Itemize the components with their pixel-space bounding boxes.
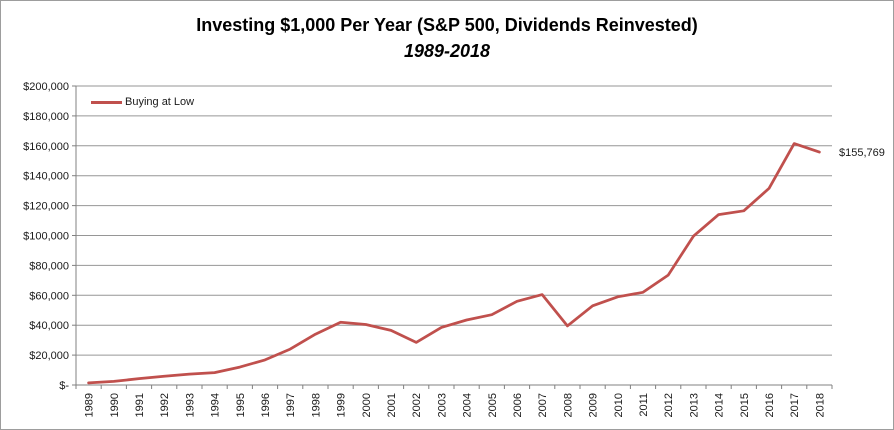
x-axis-label: 2017 xyxy=(789,393,801,417)
x-axis-label: 2000 xyxy=(361,393,373,417)
x-axis-label: 2011 xyxy=(638,393,650,417)
y-axis-label: $180,000 xyxy=(23,111,69,123)
series-line-buying-at-low[interactable] xyxy=(87,142,821,385)
y-axis-label: $100,000 xyxy=(23,231,69,243)
data-label-final-value: $155,769 xyxy=(839,147,885,159)
legend-label: Buying at Low xyxy=(125,96,195,108)
x-axis-label: 1999 xyxy=(336,393,348,417)
legend[interactable]: Buying at Low xyxy=(91,95,194,109)
x-axis-label: 2018 xyxy=(814,393,826,417)
y-axis-label: $40,000 xyxy=(29,320,69,332)
x-axis-label: 1997 xyxy=(285,393,297,417)
x-axis-label: 2002 xyxy=(411,393,423,417)
x-axis-label: 2001 xyxy=(386,393,398,417)
y-axis-label: $60,000 xyxy=(29,290,69,302)
x-axis-label: 1989 xyxy=(84,393,96,417)
x-axis-label: 1990 xyxy=(109,393,121,417)
x-axis-label: 2007 xyxy=(537,393,549,417)
x-axis-label: 1994 xyxy=(210,393,222,417)
x-axis-label: 2003 xyxy=(436,393,448,417)
x-axis-label: 1991 xyxy=(134,393,146,417)
title-block: Investing $1,000 Per Year (S&P 500, Divi… xyxy=(1,12,893,64)
x-axis-label: 2016 xyxy=(764,393,776,417)
y-axis-label: $120,000 xyxy=(23,201,69,213)
y-axis-label: $200,000 xyxy=(23,81,69,93)
y-axis-label: $160,000 xyxy=(23,141,69,153)
x-axis-label: 1995 xyxy=(235,393,247,417)
x-axis-label: 2015 xyxy=(739,393,751,417)
y-axis-label: $- xyxy=(59,380,69,392)
x-axis-label: 2013 xyxy=(688,393,700,417)
x-axis-label: 1996 xyxy=(260,393,272,417)
legend-line-sample xyxy=(91,100,122,104)
x-axis-label: 1998 xyxy=(310,393,322,417)
x-axis-label: 2008 xyxy=(562,393,574,417)
y-axis-label: $20,000 xyxy=(29,350,69,362)
x-axis-label: 1992 xyxy=(159,393,171,417)
x-axis-label: 2005 xyxy=(487,393,499,417)
x-axis-label: 2004 xyxy=(462,393,474,417)
x-axis-label: 2006 xyxy=(512,393,524,417)
x-axis-label: 2009 xyxy=(588,393,600,417)
y-axis-label: $80,000 xyxy=(29,260,69,272)
x-axis-label: 1993 xyxy=(184,393,196,417)
chart-subtitle: 1989-2018 xyxy=(403,41,491,61)
x-axis-label: 2014 xyxy=(714,393,726,417)
x-axis-label: 2012 xyxy=(663,393,675,417)
y-axis-label: $140,000 xyxy=(23,171,69,183)
chart-title: Investing $1,000 Per Year (S&P 500, Divi… xyxy=(196,15,698,35)
x-axis-label: 2010 xyxy=(613,393,625,417)
